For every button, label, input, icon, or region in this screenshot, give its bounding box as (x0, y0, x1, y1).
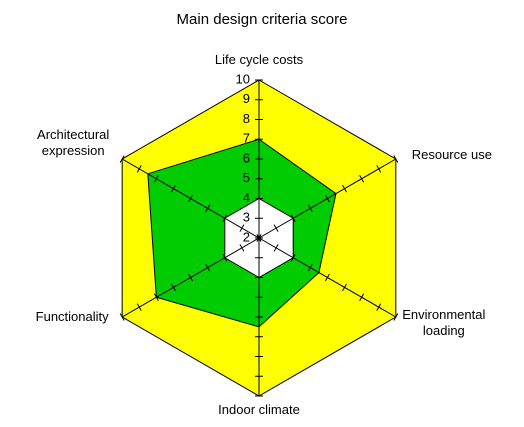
tick-mark (205, 263, 211, 272)
category-label: Resource use (411, 147, 492, 162)
tick-mark (119, 155, 125, 163)
tick-mark (171, 283, 176, 292)
tick-mark (239, 224, 245, 232)
r-tick-label: 9 (243, 91, 250, 106)
tick-mark (393, 313, 399, 321)
tick-mark (273, 224, 279, 232)
r-tick-label: 4 (243, 190, 250, 205)
r-tick-label: 5 (243, 170, 250, 185)
tick-mark (153, 293, 159, 301)
r-tick-label: 7 (243, 131, 250, 146)
category-label: Indoor climate (218, 402, 300, 417)
category-label: Functionality (35, 309, 109, 324)
r-tick-label: 10 (236, 71, 250, 86)
r-tick-label: 2 (243, 229, 250, 244)
chart-title: Main design criteria score (177, 11, 348, 28)
tick-mark (256, 234, 262, 242)
tick-mark (376, 303, 382, 311)
tick-mark (171, 184, 176, 193)
tick-mark (393, 155, 399, 163)
tick-mark (222, 214, 228, 222)
r-tick-label: 6 (243, 150, 250, 165)
tick-mark (290, 214, 296, 222)
tick-mark (376, 165, 382, 173)
tick-mark (290, 254, 296, 262)
tick-mark (153, 175, 159, 183)
tick-mark (239, 244, 245, 252)
tick-mark (136, 303, 142, 311)
tick-mark (188, 194, 194, 203)
category-label: Life cycle costs (214, 52, 304, 67)
category-label: Environmental loading (402, 307, 486, 338)
tick-mark (307, 263, 313, 272)
tick-mark (119, 313, 125, 321)
r-tick-label: 8 (243, 111, 250, 126)
tick-mark (136, 165, 142, 173)
tick-mark (188, 273, 194, 282)
tick-mark (359, 175, 365, 183)
r-tick-label: 3 (243, 210, 250, 225)
tick-mark (342, 283, 347, 292)
tick-mark (222, 254, 228, 262)
tick-mark (359, 293, 365, 301)
category-label: Architectural expression (37, 127, 110, 158)
tick-mark (273, 244, 279, 252)
tick-mark (307, 204, 313, 213)
tick-mark (324, 273, 330, 282)
tick-mark (324, 194, 330, 203)
tick-mark (342, 184, 347, 193)
tick-mark (205, 204, 211, 213)
